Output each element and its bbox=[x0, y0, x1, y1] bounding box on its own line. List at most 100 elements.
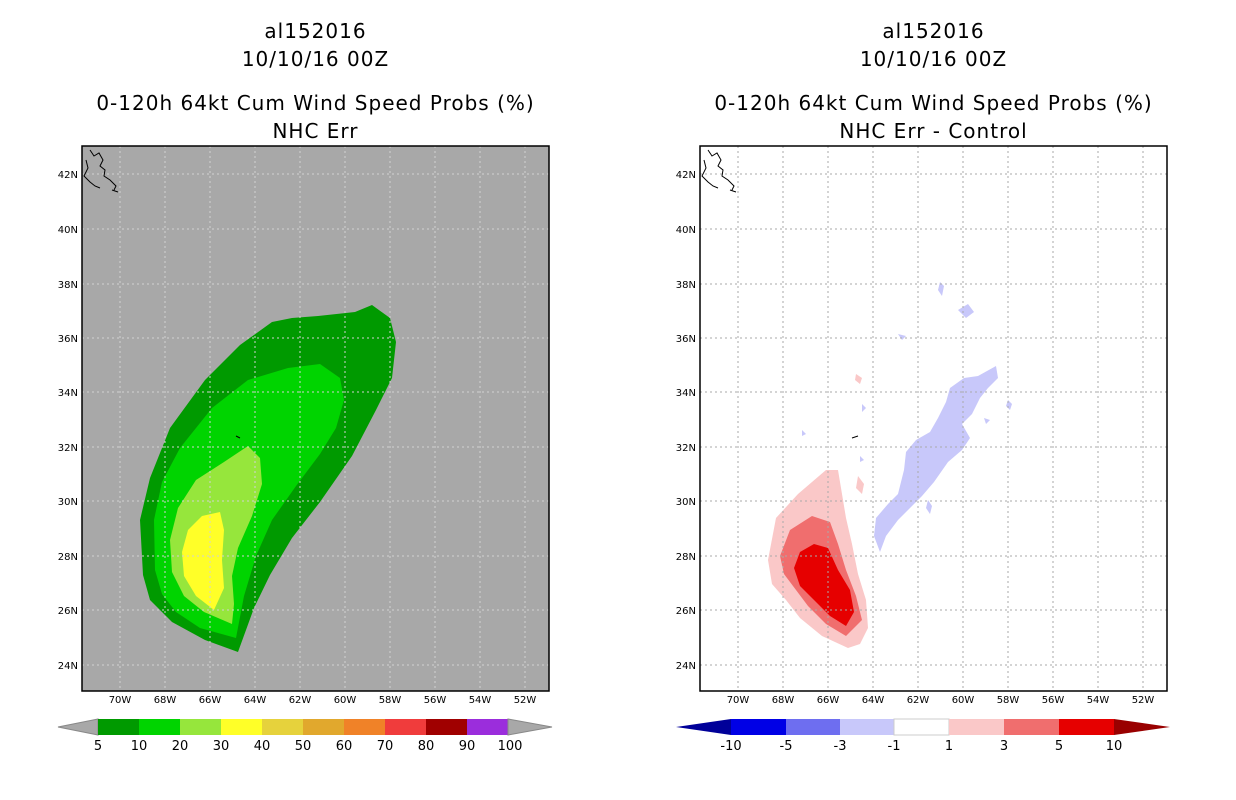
lon-tick: 64W bbox=[244, 695, 267, 706]
lon-tick: 60W bbox=[334, 695, 357, 706]
colorbar-label: 60 bbox=[336, 739, 353, 754]
right-colorbar-swatch bbox=[949, 719, 1004, 735]
lat-tick: 26N bbox=[58, 606, 78, 617]
right-contour-pos-5 bbox=[794, 544, 854, 626]
left-colorbar-swatch bbox=[303, 719, 344, 735]
lon-tick: 56W bbox=[424, 695, 447, 706]
left-product-title: 0-120h 64kt Cum Wind Speed Probs (%) bbox=[96, 91, 535, 115]
lon-tick: 68W bbox=[772, 695, 795, 706]
left-colorbar-swatch bbox=[467, 719, 508, 735]
lat-tick: 32N bbox=[58, 443, 78, 454]
lon-tick: 70W bbox=[109, 695, 132, 706]
right-colorbar-swatch bbox=[893, 718, 950, 736]
right-map: 70W 68W 66W 64W 62W 60W 58W 56W 54W 52W … bbox=[676, 145, 1168, 706]
lon-tick: 54W bbox=[1087, 695, 1110, 706]
lon-tick: 68W bbox=[154, 695, 177, 706]
lon-tick: 54W bbox=[469, 695, 492, 706]
lon-tick: 60W bbox=[952, 695, 975, 706]
right-lon-ticks: 70W 68W 66W 64W 62W 60W 58W 56W 54W 52W bbox=[727, 695, 1155, 706]
colorbar-label: 10 bbox=[131, 739, 148, 754]
lon-tick: 70W bbox=[727, 695, 750, 706]
left-map-border bbox=[81, 145, 550, 692]
colorbar-label: -1 bbox=[888, 739, 901, 754]
right-contour-neg-1 bbox=[874, 366, 998, 552]
left-colorbar-swatch bbox=[180, 719, 221, 735]
left-map: 70W 68W 66W 64W 62W 60W 58W 56W 54W 52W … bbox=[58, 145, 550, 706]
lat-tick: 28N bbox=[676, 552, 696, 563]
colorbar-label: 5 bbox=[94, 739, 102, 754]
colorbar-label: 80 bbox=[418, 739, 435, 754]
left-colorbar-swatch bbox=[262, 719, 303, 735]
left-colorbar-swatch bbox=[344, 719, 385, 735]
right-map-border bbox=[699, 145, 1168, 692]
colorbar-label: 90 bbox=[459, 739, 476, 754]
colorbar-label: 30 bbox=[213, 739, 230, 754]
right-colorbar-high-arrow bbox=[1114, 719, 1170, 735]
colorbar-label: 5 bbox=[1055, 739, 1063, 754]
left-lon-ticks: 70W 68W 66W 64W 62W 60W 58W 56W 54W 52W bbox=[109, 695, 537, 706]
lat-tick: 40N bbox=[676, 225, 696, 236]
right-colorbar-swatch bbox=[1004, 719, 1059, 735]
right-colorbar-swatch bbox=[731, 719, 786, 735]
lat-tick: 26N bbox=[676, 606, 696, 617]
colorbar-label: -5 bbox=[780, 739, 793, 754]
right-grid bbox=[700, 146, 1167, 691]
left-colorbar-swatch bbox=[139, 719, 180, 735]
colorbar-label: 1 bbox=[945, 739, 953, 754]
lon-tick: 58W bbox=[997, 695, 1020, 706]
left-datetime: 10/10/16 00Z bbox=[241, 47, 390, 71]
lon-tick: 52W bbox=[1132, 695, 1155, 706]
left-colorbar: 5 10 20 30 40 50 60 70 80 90 100 bbox=[57, 718, 553, 754]
left-storm-id: al152016 bbox=[264, 19, 367, 43]
colorbar-label: -10 bbox=[720, 739, 741, 754]
lat-tick: 32N bbox=[676, 443, 696, 454]
lon-tick: 62W bbox=[907, 695, 930, 706]
right-storm-id: al152016 bbox=[882, 19, 985, 43]
colorbar-label: -3 bbox=[834, 739, 847, 754]
colorbar-label: 3 bbox=[1000, 739, 1008, 754]
left-colorbar-low-arrow bbox=[57, 718, 99, 736]
lon-tick: 62W bbox=[289, 695, 312, 706]
lon-tick: 64W bbox=[862, 695, 885, 706]
colorbar-label: 50 bbox=[295, 739, 312, 754]
left-colorbar-high-arrow bbox=[507, 718, 553, 736]
lat-tick: 42N bbox=[676, 170, 696, 181]
right-product-title: 0-120h 64kt Cum Wind Speed Probs (%) bbox=[714, 91, 1153, 115]
left-coastline bbox=[83, 149, 241, 439]
left-contour-30 bbox=[182, 512, 224, 610]
right-map-background bbox=[700, 146, 1167, 691]
lat-tick: 24N bbox=[676, 661, 696, 672]
lat-tick: 36N bbox=[676, 334, 696, 345]
lat-tick: 42N bbox=[58, 170, 78, 181]
lat-tick: 30N bbox=[676, 497, 696, 508]
left-colorbar-swatch bbox=[426, 719, 467, 735]
left-lat-ticks: 42N 40N 38N 36N 34N 32N 30N 28N 26N 24N bbox=[58, 170, 78, 672]
right-colorbar-swatch bbox=[1059, 719, 1114, 735]
lat-tick: 34N bbox=[58, 388, 78, 399]
left-colorbar-swatch bbox=[98, 719, 139, 735]
right-coastline bbox=[701, 149, 859, 439]
lat-tick: 24N bbox=[58, 661, 78, 672]
left-colorbar-swatch bbox=[221, 719, 262, 735]
lat-tick: 28N bbox=[58, 552, 78, 563]
colorbar-label: 70 bbox=[377, 739, 394, 754]
lat-tick: 30N bbox=[58, 497, 78, 508]
right-subtitle: NHC Err - Control bbox=[839, 119, 1028, 143]
lon-tick: 52W bbox=[514, 695, 537, 706]
right-colorbar-swatch bbox=[840, 719, 894, 735]
lat-tick: 38N bbox=[676, 280, 696, 291]
colorbar-label: 40 bbox=[254, 739, 271, 754]
lat-tick: 36N bbox=[58, 334, 78, 345]
lon-tick: 66W bbox=[817, 695, 840, 706]
right-colorbar-swatch bbox=[786, 719, 840, 735]
colorbar-label: 10 bbox=[1106, 739, 1123, 754]
colorbar-label: 100 bbox=[498, 739, 523, 754]
lon-tick: 58W bbox=[379, 695, 402, 706]
lon-tick: 66W bbox=[199, 695, 222, 706]
left-grid bbox=[82, 146, 549, 691]
right-lat-ticks: 42N 40N 38N 36N 34N 32N 30N 28N 26N 24N bbox=[676, 170, 696, 672]
lat-tick: 34N bbox=[676, 388, 696, 399]
right-colorbar: -10 -5 -3 -1 1 3 5 10 bbox=[676, 718, 1170, 754]
lon-tick: 56W bbox=[1042, 695, 1065, 706]
